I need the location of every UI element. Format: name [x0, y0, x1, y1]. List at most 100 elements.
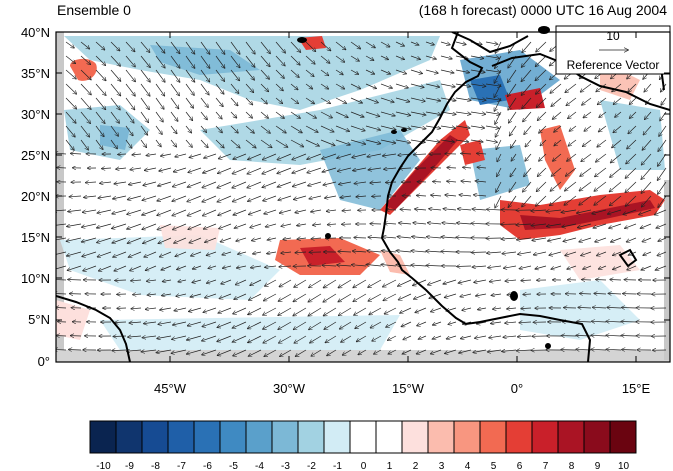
wind-arrow: [294, 279, 307, 287]
wind-arrow: [275, 139, 288, 147]
wind-arrow: [323, 181, 337, 185]
wind-arrow: [547, 223, 562, 226]
wind-arrow: [262, 167, 277, 174]
wind-arrow: [470, 126, 484, 128]
wind-arrow: [494, 83, 502, 97]
wind-arrow: [383, 279, 397, 287]
wind-arrow: [565, 181, 577, 191]
wind-arrow: [531, 224, 547, 226]
wind-arrow: [144, 322, 157, 324]
wind-arrow: [598, 97, 607, 105]
wind-arrow: [428, 223, 442, 224]
wind-arrow: [548, 237, 562, 241]
colorbar-box: [271, 420, 299, 454]
wind-arrow: [203, 209, 217, 216]
wind-arrow: [140, 125, 148, 135]
wind-arrow: [56, 223, 67, 226]
coastlines: [56, 32, 670, 362]
wind-arrow: [202, 181, 217, 188]
wind-arrow: [279, 335, 292, 343]
wind-arrow: [581, 153, 592, 161]
wind-arrow: [245, 111, 252, 118]
wind-arrow: [280, 209, 292, 213]
wind-arrow: [125, 125, 133, 136]
wind-arrow: [95, 111, 105, 123]
wind-arrow: [158, 322, 172, 324]
wind-arrow: [583, 111, 592, 118]
wind-arrow: [384, 168, 397, 169]
wind-arrow: [142, 195, 157, 200]
latitude-axis: 40°N 35°N 30°N 25°N 20°N 15°N 10°N 5°N 0…: [21, 25, 50, 369]
wind-arrow: [158, 237, 172, 243]
wind-arrow: [56, 308, 67, 309]
wind-arrow: [191, 251, 202, 256]
wind-arrow: [495, 41, 502, 53]
wind-arrow: [208, 266, 217, 268]
wind-arrow: [277, 181, 292, 187]
wind-arrow: [426, 251, 442, 252]
wind-arrow: [260, 111, 268, 118]
wind-arrow: [583, 265, 592, 269]
wind-arrow: [234, 293, 247, 299]
wind-arrow: [189, 307, 202, 312]
wind-arrow: [491, 322, 502, 324]
wind-arrow: [217, 335, 232, 342]
wind-arrow: [221, 279, 232, 284]
wind-arrow: [279, 266, 292, 267]
wind-arrow: [144, 251, 157, 257]
wind-arrow: [335, 111, 348, 117]
wind-arrow: [549, 251, 562, 255]
wind-arrow: [95, 69, 106, 81]
colorbar-box: [141, 420, 169, 454]
wind-arrow: [140, 139, 146, 147]
wind-arrow: [114, 265, 127, 271]
wind-arrow: [599, 265, 607, 269]
wind-arrow: [118, 154, 127, 155]
wind-arrow: [414, 293, 427, 299]
wind-arrow: [309, 321, 322, 330]
wind-arrow: [264, 349, 277, 356]
wind-arrow: [280, 349, 292, 356]
wind-arrow: [323, 293, 337, 302]
wind-arrow: [597, 139, 607, 147]
wind-arrow: [220, 237, 232, 242]
wind-arrow: [185, 97, 193, 108]
wind-arrow: [215, 139, 224, 148]
wind-arrow: [625, 181, 637, 192]
wind-arrow: [230, 139, 240, 148]
wind-arrow: [563, 237, 577, 241]
colorbar-box: [193, 420, 221, 454]
wind-arrow: [497, 153, 502, 162]
wind-arrow: [615, 111, 622, 117]
wind-arrow: [155, 139, 161, 147]
wind-arrow: [233, 153, 247, 159]
wind-arrow: [65, 125, 75, 137]
wind-arrow: [305, 83, 312, 89]
wind-arrow: [443, 209, 457, 210]
wind-arrow: [613, 251, 622, 255]
colorbar-label: -3: [281, 461, 290, 471]
wind-arrow: [340, 321, 352, 329]
wind-arrow: [95, 139, 103, 149]
wind-arrow: [174, 237, 187, 243]
wind-arrow: [185, 139, 192, 147]
colorbar-label: 6: [517, 461, 523, 471]
wind-arrow: [368, 168, 382, 170]
wind-arrow: [503, 336, 517, 337]
wind-arrow: [56, 293, 67, 294]
wind-arrow: [431, 349, 442, 354]
wind-arrow: [531, 210, 547, 211]
wind-arrow: [461, 153, 472, 154]
wind-arrow: [170, 97, 179, 109]
wind-arrow: [127, 350, 142, 351]
lat-label: 30°N: [21, 107, 50, 122]
wind-arrow: [608, 209, 622, 214]
wind-arrow: [565, 83, 577, 92]
colorbar-label: 1: [387, 461, 393, 471]
wind-arrow: [147, 294, 157, 295]
wind-arrow: [474, 279, 487, 282]
lat-label: 15°N: [21, 230, 50, 245]
wind-arrow: [440, 83, 455, 87]
wind-arrow: [516, 224, 532, 225]
wind-arrow: [350, 83, 360, 89]
